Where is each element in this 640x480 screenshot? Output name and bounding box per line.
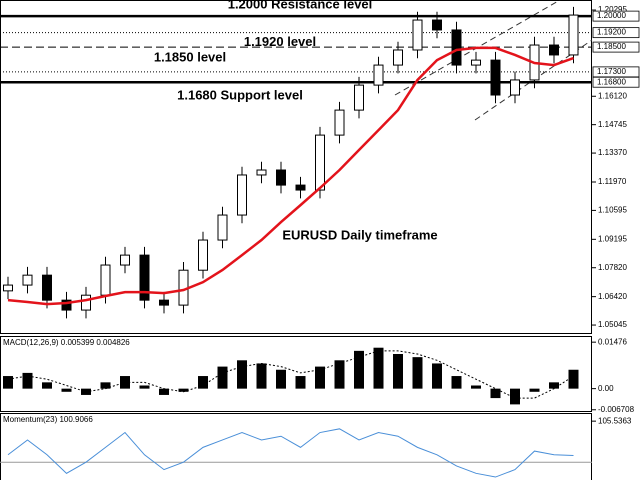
- candle-body: [22, 274, 33, 286]
- candle-body: [42, 274, 52, 301]
- y-tick-label: 1.05045: [598, 320, 627, 329]
- candle-body: [198, 239, 208, 271]
- y-tick-label: 1.14745: [598, 120, 627, 129]
- macd-bar: [334, 360, 345, 389]
- macd-bar: [549, 382, 559, 389]
- macd-bar: [276, 369, 286, 389]
- candle-body: [549, 44, 559, 56]
- macd-bar: [22, 372, 33, 389]
- candle-body: [393, 49, 403, 66]
- chart-annotation: EURUSD Daily timeframe: [282, 227, 437, 242]
- level-annotation: 1.1680 Support level: [177, 88, 303, 103]
- level-axis-label: 1.20000: [597, 11, 626, 20]
- level-axis-label: 1.17300: [597, 67, 626, 76]
- candle-body: [568, 14, 579, 56]
- macd-bar: [159, 388, 169, 395]
- y-tick-label: 1.13370: [598, 148, 627, 157]
- candle-body: [139, 254, 150, 301]
- y-tick-label: 1.10595: [598, 206, 627, 215]
- macd-bar: [256, 363, 267, 389]
- macd-bar: [217, 366, 228, 389]
- y-tick-label: 105.5363: [598, 416, 632, 425]
- macd-bar: [139, 385, 150, 389]
- level-annotation: 1.1920 level: [244, 34, 316, 49]
- macd-bar: [568, 369, 579, 389]
- level-annotation: 1.2000 Resistance level: [228, 0, 373, 12]
- candle-body: [354, 84, 364, 111]
- macd-bar: [61, 388, 72, 392]
- macd-bar: [315, 366, 325, 389]
- macd-bar: [510, 388, 520, 405]
- candle-body: [295, 184, 306, 191]
- candle-body: [120, 254, 130, 266]
- y-tick-label: 0.00: [598, 384, 614, 393]
- candle-body: [276, 169, 286, 186]
- y-tick-label: 1.11970: [598, 177, 627, 186]
- macd-bar: [42, 382, 52, 389]
- level-axis-label: 1.16800: [597, 77, 626, 86]
- candle-body: [256, 169, 267, 176]
- level-label-box: [592, 76, 640, 88]
- candle-body: [334, 109, 345, 136]
- candle-body: [159, 299, 169, 306]
- macd-frame: [0, 336, 592, 412]
- y-tick-label: 1.06420: [598, 292, 627, 301]
- macd-bar: [471, 385, 481, 389]
- candle-body: [490, 59, 501, 96]
- y-tick-label: 1.09195: [598, 234, 627, 243]
- y-tick-label: 0.01476: [598, 337, 627, 346]
- level-axis-label: 1.19200: [597, 28, 626, 37]
- y-tick-label: -0.006708: [598, 405, 635, 414]
- level-label-box: [592, 27, 640, 39]
- momentum-title: Momentum(23) 100.9066: [3, 415, 93, 424]
- candle-body: [471, 59, 481, 66]
- main-frame: [0, 0, 592, 334]
- y-tick-label: 1.20295: [598, 5, 627, 14]
- macd-bar: [451, 376, 462, 389]
- candle-body: [432, 19, 442, 31]
- candle-body: [451, 29, 462, 66]
- moving-average: [7, 46, 574, 306]
- macd-signal: [7, 350, 574, 399]
- macd-bar: [295, 376, 306, 389]
- level-annotation: 1.1850 level: [154, 50, 226, 65]
- candle-body: [217, 214, 228, 241]
- momentum-frame: [0, 413, 592, 480]
- candle-body: [81, 294, 91, 311]
- candle-body: [412, 19, 423, 51]
- level-label-box: [592, 10, 640, 22]
- macd-bar: [237, 360, 247, 389]
- macd-bar: [432, 363, 442, 389]
- level-axis-label: 1.18500: [597, 42, 626, 51]
- macd-title: MACD(12,26,9) 0.005399 0.004826: [3, 338, 130, 347]
- macd-bar: [529, 388, 540, 392]
- candle-body: [373, 64, 384, 86]
- macd-bar: [198, 376, 208, 389]
- macd-bar: [373, 347, 384, 389]
- macd-bar: [490, 388, 501, 399]
- macd-bar: [100, 382, 111, 389]
- candle-body: [3, 284, 13, 292]
- momentum-line: [7, 428, 574, 478]
- macd-bar: [3, 376, 13, 389]
- candle-body: [61, 299, 72, 311]
- macd-bar: [393, 354, 403, 389]
- candle-body: [315, 134, 325, 191]
- y-tick-label: 1.07820: [598, 263, 627, 272]
- candle-body: [510, 79, 520, 96]
- macd-bar: [178, 388, 189, 392]
- candle-body: [237, 174, 247, 216]
- y-tick-label: 1.16120: [598, 91, 627, 100]
- macd-bar: [412, 357, 423, 389]
- macd-bar: [354, 350, 364, 389]
- candle-body: [100, 264, 111, 296]
- level-label-box: [592, 41, 640, 53]
